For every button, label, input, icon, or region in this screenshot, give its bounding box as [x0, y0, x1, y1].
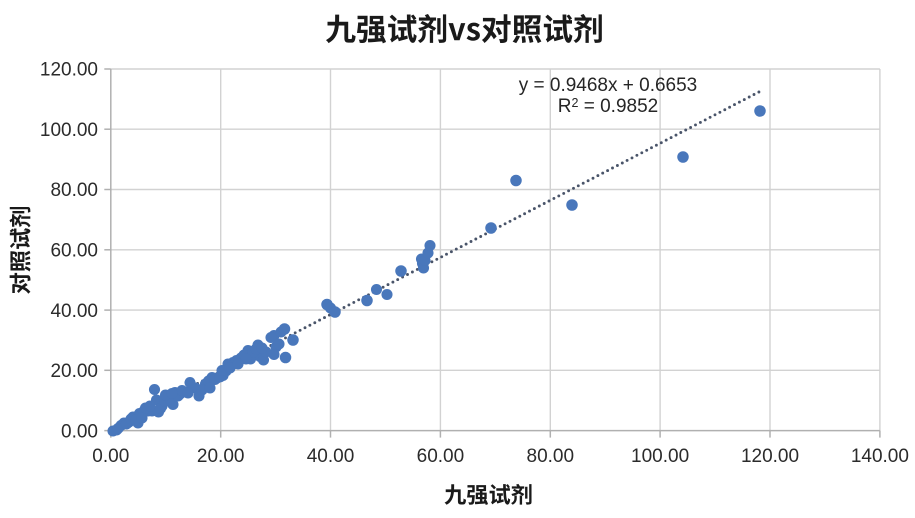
svg-text:80.00: 80.00 [527, 446, 575, 467]
svg-text:40.00: 40.00 [307, 446, 355, 467]
svg-text:100.00: 100.00 [631, 446, 689, 467]
svg-text:R2 = 0.9852: R2 = 0.9852 [558, 96, 658, 117]
svg-text:120.00: 120.00 [741, 446, 799, 467]
svg-text:20.00: 20.00 [50, 361, 98, 382]
svg-text:0.00: 0.00 [61, 421, 98, 442]
svg-text:80.00: 80.00 [50, 180, 98, 201]
svg-text:40.00: 40.00 [50, 301, 98, 322]
svg-text:y = 0.9468x + 0.6653: y = 0.9468x + 0.6653 [519, 75, 698, 96]
svg-text:60.00: 60.00 [417, 446, 465, 467]
svg-text:100.00: 100.00 [40, 120, 98, 141]
svg-text:120.00: 120.00 [40, 60, 98, 81]
svg-text:0.00: 0.00 [92, 446, 129, 467]
svg-text:60.00: 60.00 [50, 241, 98, 262]
svg-text:140.00: 140.00 [851, 446, 909, 467]
svg-text:20.00: 20.00 [197, 446, 245, 467]
